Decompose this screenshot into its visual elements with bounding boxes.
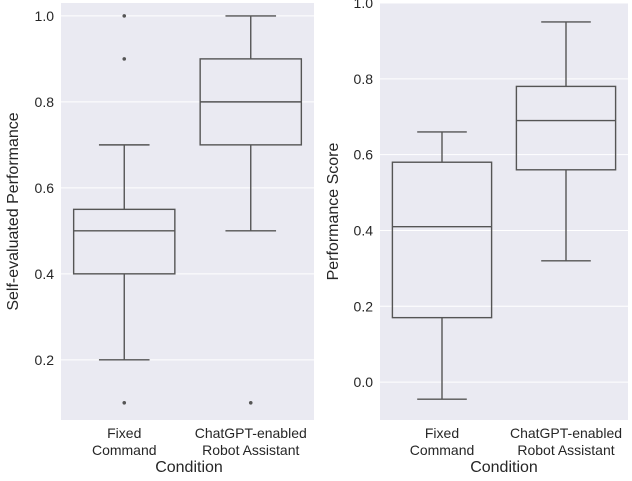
y-tick-label: 0.0 — [354, 374, 374, 390]
x-axis-label: Condition — [155, 459, 223, 476]
iqr-box — [391, 161, 493, 319]
y-tick-label: 0.8 — [354, 71, 374, 87]
outlier-point — [122, 57, 127, 61]
y-tick-label: 0.4 — [354, 222, 374, 238]
x-tick-label: Command — [410, 442, 475, 458]
y-tick-label: 0.6 — [354, 147, 374, 163]
x-tick-label: ChatGPT-enabled — [510, 425, 622, 441]
iqr-box — [72, 208, 176, 275]
y-axis-label: Self-evaluated Performance — [5, 112, 22, 310]
iqr-box — [515, 85, 617, 171]
y-tick-label: 0.6 — [35, 180, 55, 196]
outlier-point — [122, 14, 127, 18]
x-axis-label: Condition — [470, 459, 538, 476]
x-tick-label: Robot Assistant — [517, 442, 614, 458]
box-2 — [515, 21, 617, 262]
y-axis-label: Performance Score — [325, 142, 342, 280]
x-tick-label: ChatGPT-enabled — [195, 425, 307, 441]
outlier-point — [248, 401, 253, 405]
y-tick-label: 0.4 — [35, 266, 55, 282]
outlier-point — [122, 401, 127, 405]
x-tick-label: Fixed — [107, 425, 141, 441]
x-tick-label: Fixed — [425, 425, 459, 441]
y-tick-label: 0.2 — [354, 298, 374, 314]
x-tick-label: Robot Assistant — [202, 442, 299, 458]
plot-area — [61, 3, 314, 420]
y-tick-label: 1.0 — [354, 0, 374, 11]
box-2 — [199, 15, 303, 405]
y-tick-label: 1.0 — [35, 8, 55, 24]
box-1 — [72, 14, 176, 405]
plot-area — [380, 3, 628, 420]
y-tick-label: 0.8 — [35, 94, 55, 110]
box-1 — [391, 131, 493, 400]
x-tick-label: Command — [92, 442, 157, 458]
y-tick-label: 0.2 — [35, 352, 55, 368]
